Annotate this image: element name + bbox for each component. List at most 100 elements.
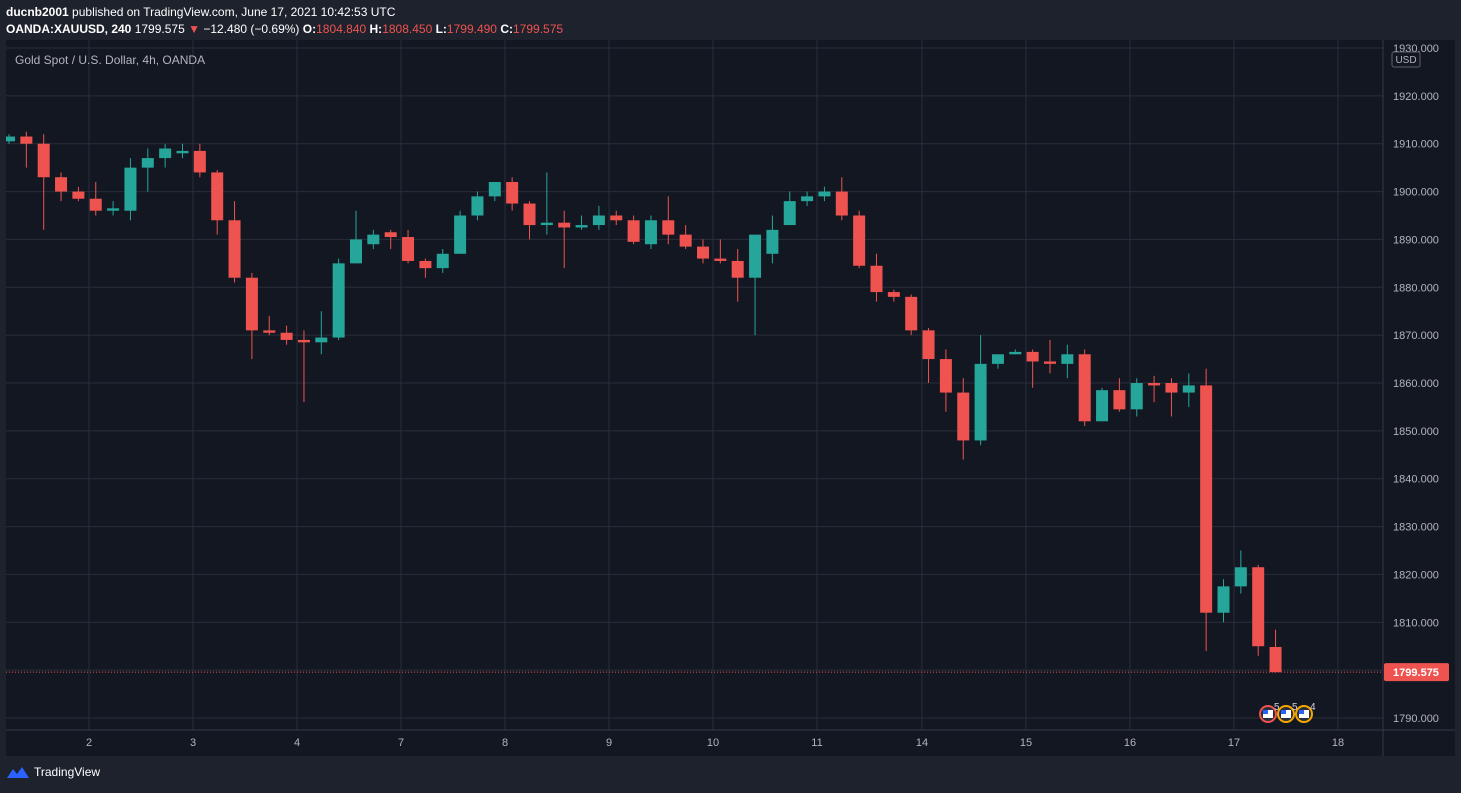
candle-body[interactable] bbox=[714, 258, 727, 261]
candle-body[interactable] bbox=[176, 150, 189, 154]
candle-body[interactable] bbox=[263, 330, 276, 333]
candle-body[interactable] bbox=[905, 296, 918, 331]
candle-body[interactable] bbox=[662, 220, 675, 235]
candle-body[interactable] bbox=[523, 203, 536, 226]
candle-body[interactable] bbox=[107, 208, 120, 211]
candle-body[interactable] bbox=[939, 359, 952, 393]
candle-body[interactable] bbox=[1026, 351, 1039, 362]
candle-body[interactable] bbox=[1200, 385, 1213, 613]
candle-body[interactable] bbox=[627, 220, 640, 242]
candle-body[interactable] bbox=[887, 292, 900, 297]
candle-body[interactable] bbox=[471, 196, 484, 216]
candle-body[interactable] bbox=[558, 222, 571, 228]
candle-body[interactable] bbox=[55, 177, 68, 192]
chart-legend-title: Gold Spot / U.S. Dollar, 4h, OANDA bbox=[15, 53, 206, 67]
y-tick-label: 1840.000 bbox=[1393, 474, 1439, 486]
candle-body[interactable] bbox=[818, 191, 831, 197]
symbol-label: OANDA:XAUUSD, 240 bbox=[6, 22, 132, 36]
candle-body[interactable] bbox=[766, 229, 779, 254]
candle-body[interactable] bbox=[1044, 361, 1056, 364]
candle-body[interactable] bbox=[1078, 354, 1091, 422]
tradingview-logo-icon bbox=[7, 767, 29, 778]
candle-body[interactable] bbox=[679, 234, 692, 247]
x-tick-label: 14 bbox=[916, 737, 928, 749]
footer-brand[interactable]: TradingView bbox=[6, 765, 100, 779]
candle-body[interactable] bbox=[454, 215, 467, 254]
event-count: 5 bbox=[1274, 702, 1280, 713]
last-price: 1799.575 bbox=[134, 22, 185, 36]
candle-body[interactable] bbox=[644, 220, 657, 245]
candle-body[interactable] bbox=[228, 220, 241, 278]
event-count: 4 bbox=[1310, 702, 1316, 713]
candle-body[interactable] bbox=[211, 172, 224, 221]
x-tick-label: 8 bbox=[502, 737, 508, 749]
down-arrow-icon: ▼ bbox=[188, 22, 200, 36]
candle-body[interactable] bbox=[540, 222, 553, 226]
candle-body[interactable] bbox=[1148, 383, 1161, 386]
candle-body[interactable] bbox=[1061, 354, 1074, 364]
currency-badge-label: USD bbox=[1395, 55, 1416, 66]
candle-body[interactable] bbox=[6, 136, 15, 142]
candle-body[interactable] bbox=[20, 136, 33, 144]
candle-body[interactable] bbox=[1252, 567, 1265, 647]
candle-body[interactable] bbox=[315, 337, 328, 343]
candle-body[interactable] bbox=[1234, 567, 1247, 587]
candle-body[interactable] bbox=[402, 237, 415, 261]
last-price-label: 1799.575 bbox=[1393, 667, 1439, 679]
y-tick-label: 1830.000 bbox=[1393, 522, 1439, 534]
close-value: 1799.575 bbox=[513, 22, 564, 36]
candle-body[interactable] bbox=[419, 260, 432, 269]
candle-body[interactable] bbox=[141, 158, 154, 168]
y-tick-label: 1870.000 bbox=[1393, 330, 1439, 342]
candle-body[interactable] bbox=[1269, 646, 1282, 673]
candle-body[interactable] bbox=[89, 198, 102, 211]
candle-body[interactable] bbox=[731, 260, 744, 278]
candle-body[interactable] bbox=[835, 191, 848, 216]
candle-body[interactable] bbox=[1130, 383, 1143, 410]
currency-badge[interactable] bbox=[1391, 51, 1421, 68]
candle-body[interactable] bbox=[1113, 390, 1126, 410]
candle-body[interactable] bbox=[280, 332, 293, 340]
candle-body[interactable] bbox=[575, 225, 588, 228]
candle-body[interactable] bbox=[367, 234, 380, 245]
candle-body[interactable] bbox=[1182, 385, 1195, 393]
candle-body[interactable] bbox=[749, 234, 762, 278]
candle-body[interactable] bbox=[332, 263, 345, 338]
candle-body[interactable] bbox=[922, 330, 935, 360]
candle-body[interactable] bbox=[1096, 390, 1109, 422]
candle-body[interactable] bbox=[384, 232, 397, 238]
candle-body[interactable] bbox=[592, 215, 605, 226]
candle-body[interactable] bbox=[297, 339, 310, 343]
candle-body[interactable] bbox=[610, 215, 623, 221]
candle-body[interactable] bbox=[193, 150, 206, 173]
candle-body[interactable] bbox=[870, 265, 883, 293]
candle-body[interactable] bbox=[72, 191, 85, 199]
candle-body[interactable] bbox=[436, 253, 449, 269]
candle-body[interactable] bbox=[1217, 586, 1230, 613]
candle-body[interactable] bbox=[124, 167, 137, 211]
candle-body[interactable] bbox=[801, 196, 814, 202]
candlestick-chart[interactable]: 1790.0001800.0001810.0001820.0001830.000… bbox=[6, 40, 1455, 756]
y-tick-label: 1790.000 bbox=[1393, 713, 1439, 725]
candle-body[interactable] bbox=[974, 363, 987, 441]
candle-body[interactable] bbox=[350, 239, 362, 264]
candle-body[interactable] bbox=[488, 182, 501, 197]
last-price-badge bbox=[1384, 663, 1449, 682]
candle-body[interactable] bbox=[697, 246, 709, 259]
chart-frame[interactable]: 1790.0001800.0001810.0001820.0001830.000… bbox=[6, 40, 1455, 756]
y-tick-label: 1920.000 bbox=[1393, 91, 1439, 103]
candle-body[interactable] bbox=[159, 148, 172, 159]
candle-body[interactable] bbox=[1009, 351, 1022, 355]
candle-body[interactable] bbox=[506, 182, 519, 204]
candle-body[interactable] bbox=[245, 277, 258, 331]
candle-body[interactable] bbox=[37, 143, 50, 178]
x-tick-label: 15 bbox=[1020, 737, 1032, 749]
candle-body[interactable] bbox=[957, 392, 970, 441]
footer-brand-label: TradingView bbox=[34, 765, 101, 779]
y-tick-label: 1820.000 bbox=[1393, 569, 1439, 581]
candle-body[interactable] bbox=[1165, 383, 1178, 393]
candle-body[interactable] bbox=[991, 354, 1004, 364]
author-name[interactable]: ducnb2001 bbox=[6, 5, 69, 19]
candle-body[interactable] bbox=[853, 215, 866, 266]
candle-body[interactable] bbox=[783, 201, 796, 226]
